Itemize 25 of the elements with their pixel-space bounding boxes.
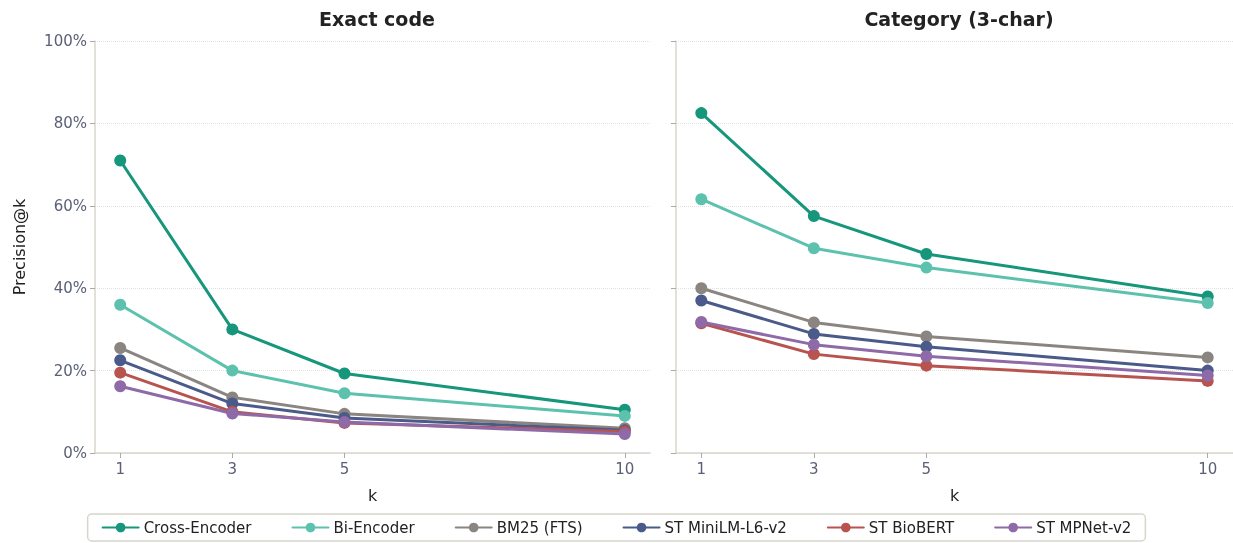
legend-label: Cross-Encoder [143,518,253,537]
y-tick-label: 40% [53,279,87,298]
y-tick-label: 100% [44,32,87,50]
x-tick-label: 3 [809,459,819,478]
x-tick-label: 3 [227,459,238,478]
y-tick-label: 80% [53,114,87,133]
x-axis-title: k [949,485,960,505]
legend-label: ST MPNet-v2 [1036,518,1132,537]
x-tick-label: 5 [339,459,350,478]
chart-title: Exact code [319,7,435,30]
y-tick-label: 0% [63,444,87,462]
x-tick-label: 1 [696,459,707,478]
x-tick-label: 10 [1198,459,1218,478]
x-tick-label: 1 [115,459,125,478]
y-tick-label: 20% [53,361,87,380]
x-tick-label: 10 [615,459,635,478]
chart-title: Category (3-char) [864,7,1054,30]
legend-label: BM25 (FTS) [496,518,583,537]
y-tick-label: 60% [53,196,87,215]
legend-label: ST BioBERT [868,518,955,537]
y-axis-title: Precision@k [9,197,29,296]
x-tick-label: 5 [921,459,932,478]
legend-label: Bi-Encoder [333,518,416,537]
legend-label: ST MiniLM-L6-v2 [664,518,787,537]
x-axis-title: k [367,485,378,505]
